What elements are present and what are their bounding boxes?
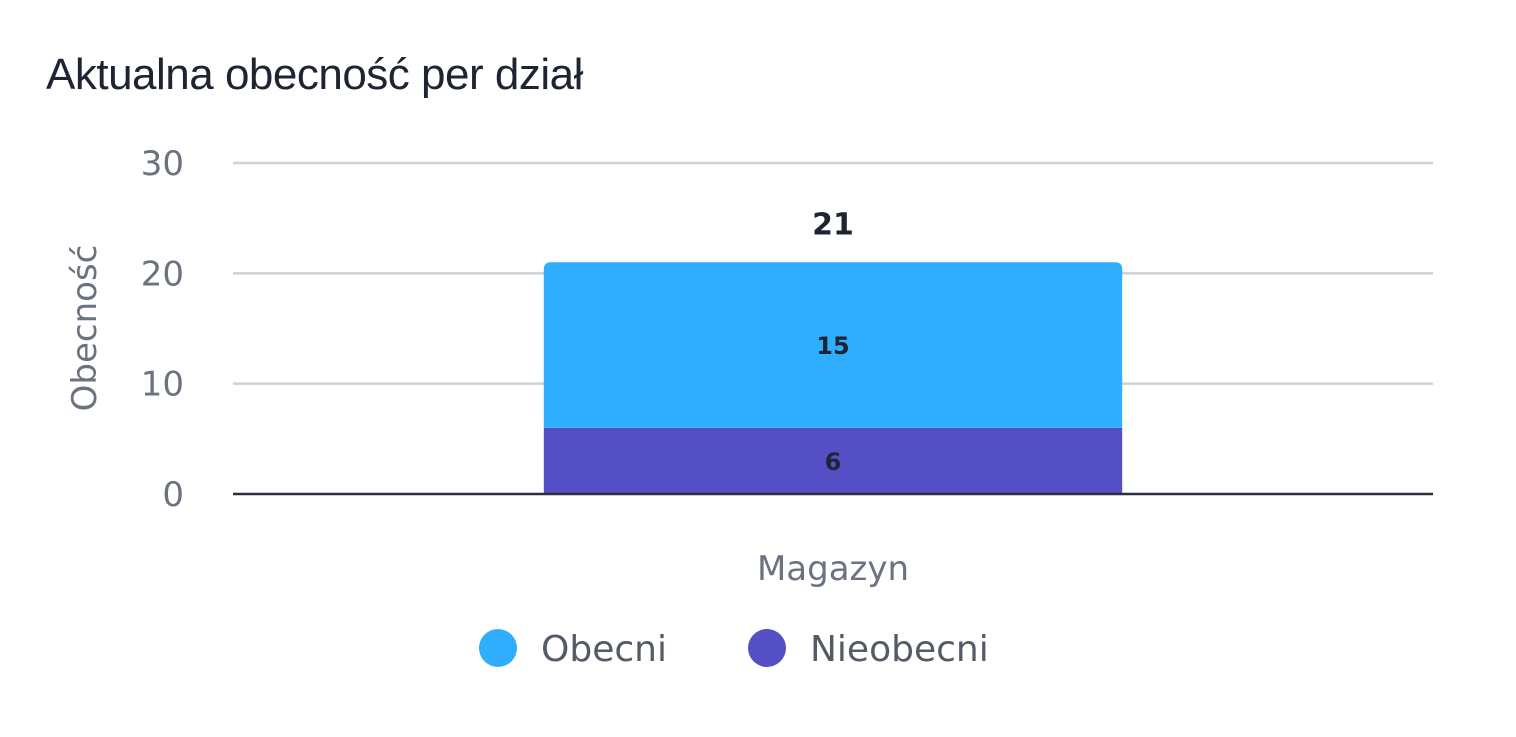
legend-marker [479, 629, 517, 667]
y-tick-label: 30 [141, 144, 184, 184]
x-tick-label: Magazyn [757, 549, 909, 589]
legend-label: Obecni [541, 629, 667, 670]
bar-segment [543, 262, 1123, 428]
y-axis-title: Obecność [65, 245, 105, 412]
segment-data-label: 15 [816, 332, 849, 360]
bars: 6 15 21 [543, 207, 1123, 494]
y-axis-ticks: 0 10 20 30 [141, 144, 184, 515]
legend-label: Nieobecni [810, 629, 989, 670]
bar-segment [543, 427, 1123, 494]
y-tick-label: 20 [141, 254, 184, 294]
y-tick-label: 0 [162, 475, 184, 515]
x-axis-ticks: Magazyn [757, 549, 909, 589]
legend: Obecni Nieobecni [479, 629, 989, 670]
y-tick-label: 10 [141, 365, 184, 405]
chart-title: Aktualna obecność per dział [46, 50, 583, 99]
total-data-label: 21 [812, 207, 854, 242]
segment-data-label: 6 [825, 448, 842, 476]
legend-marker [748, 629, 786, 667]
